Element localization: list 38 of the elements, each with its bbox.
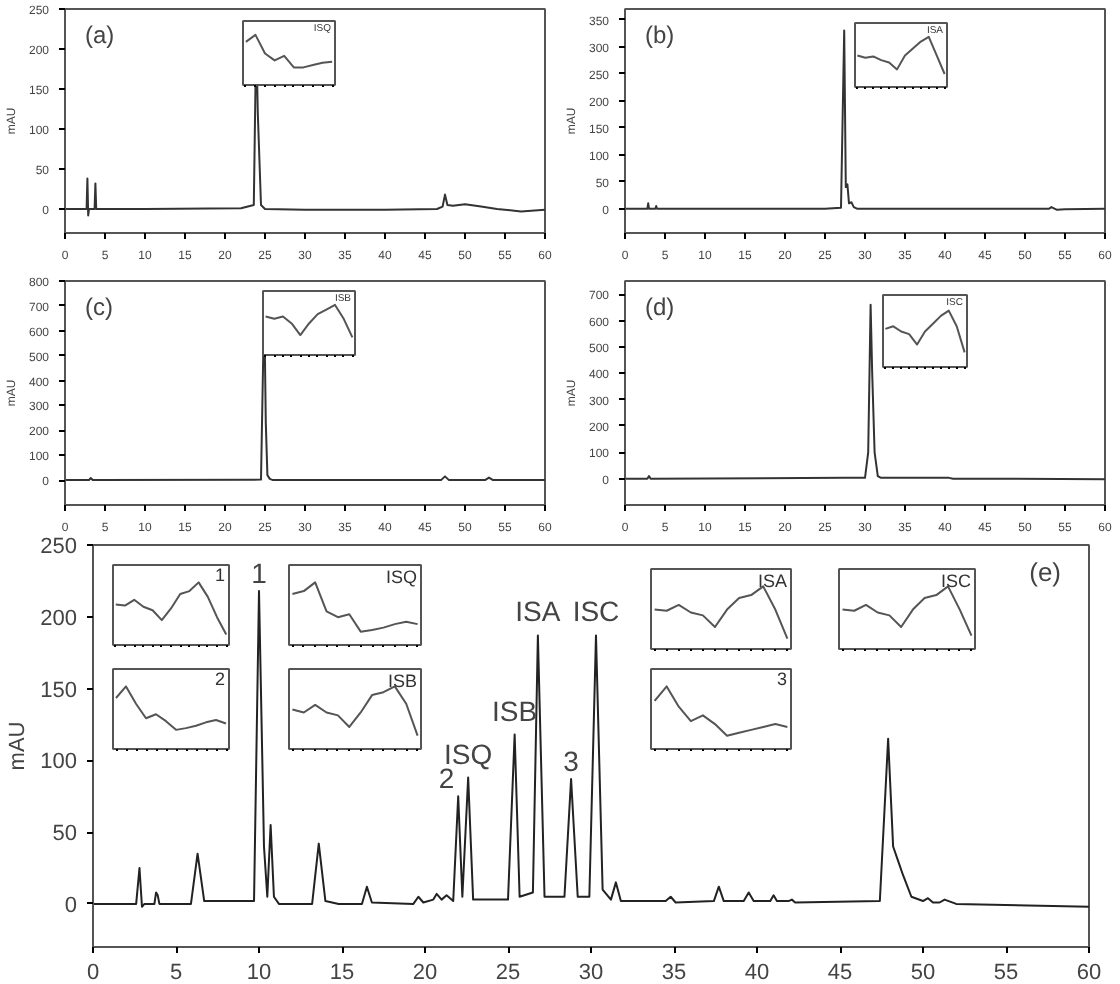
x-tick-label: 50 <box>910 961 936 984</box>
x-tick-label: 40 <box>744 961 770 984</box>
x-tick-label: 15 <box>329 961 355 984</box>
line-series <box>625 29 1105 211</box>
x-tick-label: 30 <box>578 961 604 984</box>
text: (e) <box>1029 557 1061 587</box>
y-tick-label: 200 <box>40 606 78 631</box>
y-axis-title: mAU <box>6 721 31 771</box>
annotation: ISA <box>515 595 562 628</box>
chart-title: ISC <box>940 571 972 591</box>
y-tick-label: 100 <box>40 750 78 775</box>
y-tick-label: 0 <box>64 893 78 918</box>
y-tick-label: 50 <box>52 822 78 847</box>
chart-title: 1 <box>214 565 226 585</box>
x-tick-label: 20 <box>412 961 438 984</box>
x-tick-label: 35 <box>661 961 687 984</box>
x-tick-label: 55 <box>993 961 1019 984</box>
x-tick-label: 10 <box>246 961 272 984</box>
x-tick-label: 25 <box>495 961 521 984</box>
annotation: 3 <box>563 745 580 778</box>
annotation: ISC <box>572 595 620 628</box>
chart-title: ISA <box>757 571 788 591</box>
x-tick-label: 5 <box>169 961 183 984</box>
line-series <box>93 589 1089 908</box>
y-tick-label: 250 <box>40 535 78 559</box>
chart-title: ISB <box>387 671 418 691</box>
text: (b) <box>645 21 675 49</box>
chart-title: 2 <box>214 669 226 689</box>
annotation: 1 <box>251 556 268 589</box>
text: (c) <box>85 293 113 321</box>
text: (d) <box>645 293 675 321</box>
x-tick-label: 0 <box>86 961 100 984</box>
chart-title: ISQ <box>385 567 418 587</box>
chart-title: 3 <box>776 669 788 689</box>
x-tick-label: 45 <box>827 961 853 984</box>
y-tick-label: 150 <box>40 678 78 703</box>
text: (a) <box>85 21 115 49</box>
x-tick-label: 60 <box>1076 961 1102 984</box>
